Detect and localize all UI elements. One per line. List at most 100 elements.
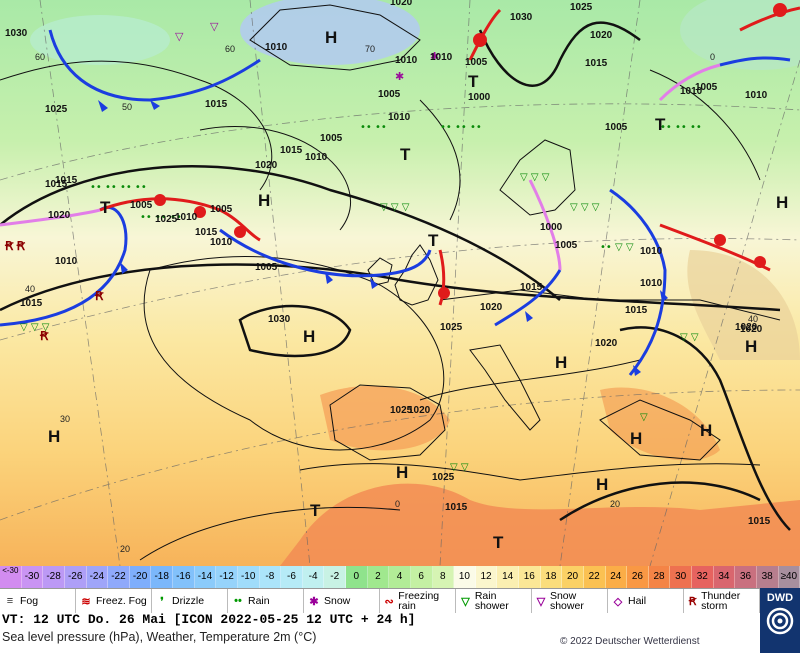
weather-map: •• •• •• •• •• •• •• •• •• •• •• •• ▽ ▽ … (0, 0, 800, 566)
map-subtitle: Sea level pressure (hPa), Weather, Tempe… (2, 630, 317, 644)
isobar-label: 1005 (378, 89, 401, 100)
isobar-label: 1020 (595, 338, 618, 349)
scale-cell: -12 (216, 566, 238, 588)
isobar-label: 1010 (640, 246, 663, 257)
svg-text:•• ••: •• •• (360, 122, 387, 133)
isobar-label: 1030 (510, 12, 533, 23)
isobar-label: 1020 (255, 160, 278, 171)
rain-icon: •• (234, 595, 242, 607)
scale-cell: 14 (497, 566, 519, 588)
svg-text:0: 0 (710, 52, 715, 62)
scale-cell: 2 (367, 566, 390, 588)
svg-text:▽ ▽ ▽: ▽ ▽ ▽ (520, 172, 550, 183)
dwd-logo: DWD (760, 588, 800, 653)
scale-cell: 20 (562, 566, 584, 588)
scale-cell: -16 (173, 566, 195, 588)
legend-item: ◇ Hail (608, 589, 684, 613)
isobar-label: 1005 (555, 240, 578, 251)
svg-text:✱: ✱ (430, 51, 439, 63)
scale-cell: -18 (151, 566, 173, 588)
copyright-text: © 2022 Deutscher Wetterdienst (560, 636, 700, 647)
isobar-label: 1015 (195, 227, 218, 238)
scale-cell: ≥40 °C (778, 566, 800, 604)
high-pressure-center: H (396, 463, 408, 482)
scale-cell: 30 (670, 566, 692, 588)
scale-cell: -26 (64, 566, 87, 588)
freezing-fog-icon: ≋ (81, 595, 91, 608)
freezing-rain-icon: ∾ (384, 595, 394, 608)
snow-shower-icon: ▽ (536, 595, 546, 608)
isobar-label: 1015 (45, 179, 68, 190)
legend-label: Drizzle (172, 595, 205, 607)
legend-item: ▽ Rain shower (456, 589, 532, 613)
fog-icon: ≡ (6, 595, 14, 607)
isobar-label: 1015 (20, 298, 43, 309)
scale-cell: 12 (475, 566, 498, 588)
svg-text:▽ ▽: ▽ ▽ (680, 332, 699, 343)
scale-cell: -2 (324, 566, 346, 588)
legend-label: Fog (20, 595, 39, 607)
isobar-label: 1010 (745, 90, 768, 101)
svg-text:▽: ▽ (210, 21, 219, 33)
legend-item: ✱ Snow (304, 589, 380, 613)
isobar-label: 1015 (748, 516, 771, 527)
low-pressure-center: T (468, 72, 479, 91)
isobar-label: 1015 (520, 282, 543, 293)
scale-cell: 24 (605, 566, 628, 588)
legend-item: ≡ Fog (0, 589, 76, 613)
high-pressure-center: H (258, 191, 270, 210)
scale-cell: -30 (21, 566, 44, 588)
isobar-label: 1025 (155, 214, 178, 225)
isobar-label: 1005 (320, 133, 343, 144)
svg-text:▽ ▽ ▽: ▽ ▽ ▽ (380, 202, 410, 213)
isobar-label: 1025 (570, 2, 593, 13)
isobar-label: 1005 (210, 204, 233, 215)
svg-text:✱: ✱ (395, 71, 404, 83)
isobar-label: 1030 (268, 314, 291, 325)
high-pressure-center: H (325, 28, 337, 47)
svg-text:▽ ▽ ▽: ▽ ▽ ▽ (570, 202, 600, 213)
isobar-label: 1015 (205, 99, 228, 110)
thunderstorm-icon: Ꞧ (688, 595, 697, 608)
isobar-label: 1015 (625, 305, 648, 316)
isobar-label: 1010 (55, 256, 78, 267)
weather-legend: ≡ Fog ≋ Freez. Fog ❜ Drizzle •• Rain ✱ Snow ∾ Freez… (0, 588, 760, 613)
isobar-label: 1015 (445, 502, 468, 513)
scale-cell: -28 (43, 566, 65, 588)
svg-text:•• •• ••: •• •• •• (140, 212, 182, 223)
high-pressure-center: H (630, 429, 642, 448)
scale-cell: -10 (237, 566, 260, 588)
isobar-label: 1005 (255, 262, 278, 273)
isobar-label: 1010 (305, 152, 328, 163)
isobar-label: 1020 (590, 30, 613, 41)
isobar-label: 1010 (680, 86, 703, 97)
svg-text:Ꞧ: Ꞧ (94, 289, 104, 303)
scale-cell: 34 (713, 566, 736, 588)
svg-text:▽ ▽ ▽: ▽ ▽ ▽ (20, 322, 50, 333)
isobar-label: 1010 (265, 42, 288, 53)
svg-text:▽: ▽ (640, 412, 648, 423)
svg-text:30: 30 (60, 414, 70, 424)
isobar-label: 1025 (45, 104, 68, 115)
legend-item: ∾ Freezing rain (380, 589, 456, 613)
low-pressure-center: T (655, 115, 666, 134)
svg-text:40: 40 (748, 314, 758, 324)
isobar-label: 1010 (430, 52, 453, 63)
legend-label: Freezing rain (398, 590, 440, 612)
scale-cell: 0 (346, 566, 368, 588)
scale-cell: 4 (389, 566, 411, 588)
high-pressure-center: H (48, 427, 60, 446)
svg-text:60: 60 (225, 44, 235, 54)
low-pressure-center: T (428, 231, 439, 250)
rain-shower-icon: ▽ (461, 595, 470, 608)
scale-cell: -6 (281, 566, 303, 588)
swirl-icon (766, 607, 794, 635)
isobar-label: 1010 (388, 112, 411, 123)
isobar-label: 1005 (605, 122, 628, 133)
scale-cell: 38 (756, 566, 779, 588)
scale-cell: <-30 (0, 566, 22, 588)
scale-cell: -22 (108, 566, 130, 588)
high-pressure-center: H (745, 337, 757, 356)
isobar-label: 1010 (210, 237, 233, 248)
low-pressure-center: T (310, 501, 321, 520)
